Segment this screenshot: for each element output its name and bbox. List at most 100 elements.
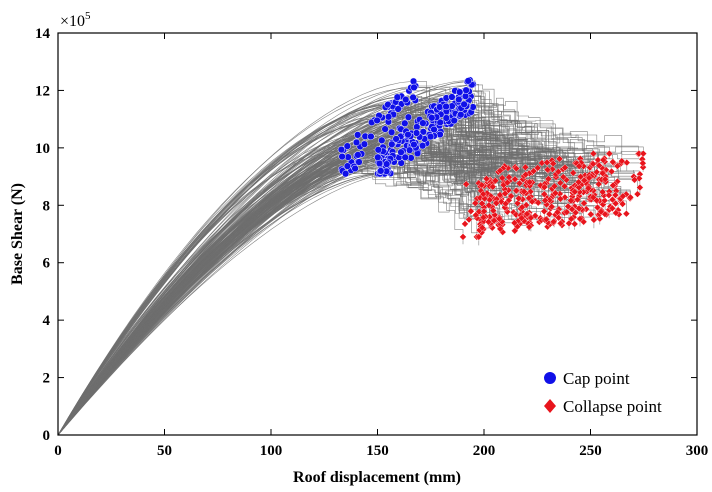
- cap-point: [412, 129, 421, 137]
- collapse-point: [467, 207, 475, 215]
- collapse-point: [607, 167, 616, 176]
- collapse-point: [580, 199, 588, 207]
- cap-point: [464, 77, 472, 85]
- cap-point: [401, 153, 409, 161]
- cap-point: [409, 77, 418, 85]
- collapse-point: [561, 163, 569, 172]
- collapse-point: [573, 195, 582, 204]
- collapse-point: [540, 207, 548, 215]
- collapse-point: [626, 193, 635, 201]
- collapse-point: [534, 164, 542, 172]
- collapse-point-markers: [459, 149, 647, 241]
- collapse-point: [529, 167, 538, 175]
- collapse-point: [545, 210, 554, 218]
- collapse-point: [605, 149, 614, 158]
- collapse-point: [525, 223, 533, 231]
- collapse-point: [563, 208, 571, 216]
- collapse-point: [551, 189, 560, 197]
- collapse-point: [600, 196, 609, 205]
- collapse-point: [601, 175, 609, 183]
- cap-point-markers: [337, 76, 477, 178]
- collapse-point: [479, 190, 487, 198]
- collapse-point: [595, 161, 603, 170]
- legend-cap-marker: [544, 372, 556, 384]
- cap-point: [378, 136, 386, 144]
- collapse-point: [471, 199, 479, 207]
- y-axis-label: Base Shear (N): [9, 183, 26, 285]
- collapse-point: [556, 195, 565, 203]
- collapse-point: [501, 189, 509, 198]
- cap-point: [418, 142, 427, 150]
- cap-point: [397, 148, 405, 156]
- collapse-point: [502, 200, 510, 208]
- pushover-curve: [57, 97, 614, 436]
- collapse-point: [593, 168, 601, 176]
- collapse-point: [511, 227, 519, 235]
- collapse-point: [544, 175, 553, 183]
- x-tick-label: 0: [54, 443, 62, 459]
- collapse-point: [459, 233, 467, 241]
- y-tick-label: 4: [43, 313, 51, 329]
- collapse-point: [465, 215, 473, 224]
- cap-point: [367, 132, 375, 141]
- cap-point: [430, 125, 438, 134]
- legend-cap-label: Cap point: [563, 369, 630, 388]
- cap-point: [394, 105, 402, 113]
- cap-point: [355, 158, 363, 166]
- cap-point: [341, 170, 350, 178]
- pushover-curve: [57, 142, 470, 436]
- cap-point: [436, 103, 444, 111]
- collapse-point: [550, 182, 559, 190]
- collapse-point: [536, 181, 545, 190]
- y-tick-label: 14: [35, 26, 51, 42]
- x-tick-label: 50: [157, 443, 172, 459]
- cap-point: [457, 111, 465, 119]
- plot-area: [57, 32, 698, 436]
- collapse-point: [507, 192, 515, 200]
- collapse-point: [636, 183, 644, 192]
- cap-point: [428, 114, 436, 122]
- collapse-point: [574, 178, 583, 186]
- pushover-curve: [57, 87, 599, 436]
- collapse-point: [496, 225, 504, 233]
- legend: Cap point Collapse point: [544, 369, 662, 416]
- cap-point: [405, 146, 414, 154]
- pushover-curve: [57, 147, 554, 436]
- collapse-point: [521, 163, 530, 171]
- collapse-point: [598, 188, 607, 196]
- collapse-point: [571, 188, 579, 196]
- cap-point: [462, 86, 470, 94]
- collapse-point: [589, 160, 597, 168]
- cap-point: [419, 119, 427, 127]
- y-tick-label: 8: [43, 198, 51, 214]
- collapse-point: [518, 203, 526, 211]
- cap-point: [354, 131, 362, 139]
- cap-point: [337, 145, 346, 154]
- cap-point: [354, 151, 362, 159]
- cap-point: [387, 128, 396, 136]
- collapse-point: [492, 199, 500, 207]
- cap-point: [460, 100, 468, 108]
- collapse-point: [575, 162, 583, 170]
- cap-point: [442, 102, 450, 111]
- collapse-point: [485, 201, 493, 209]
- collapse-point: [589, 149, 598, 158]
- collapse-point: [598, 169, 607, 177]
- collapse-point: [633, 190, 642, 198]
- collapse-point: [569, 169, 577, 177]
- collapse-point: [619, 192, 627, 200]
- collapse-point: [554, 168, 563, 176]
- y-axis-multiplier: ×105: [60, 10, 91, 30]
- cap-point: [409, 93, 417, 102]
- x-tick-label: 100: [260, 443, 283, 459]
- collapse-point: [575, 183, 583, 192]
- collapse-point: [475, 233, 483, 241]
- collapse-point: [491, 177, 500, 185]
- cap-point: [410, 83, 418, 92]
- y-multiplier-base: ×10: [60, 13, 85, 30]
- collapse-point: [584, 184, 593, 192]
- collapse-point: [503, 178, 512, 187]
- collapse-point: [515, 179, 524, 188]
- cap-point: [404, 131, 412, 139]
- collapse-point: [556, 179, 564, 187]
